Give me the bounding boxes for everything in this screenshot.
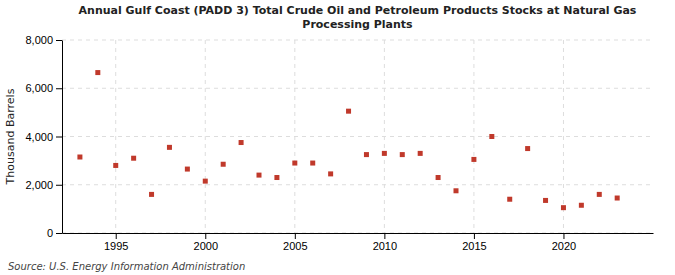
- point: [489, 134, 494, 139]
- point: [167, 145, 172, 150]
- tick-mark: [474, 233, 475, 239]
- point: [149, 192, 154, 197]
- point: [95, 70, 100, 75]
- tick: 4,000: [25, 131, 62, 143]
- grid-line: [384, 40, 385, 233]
- tick: 8,000: [25, 34, 62, 46]
- grid-line: [473, 40, 474, 233]
- point: [382, 151, 387, 156]
- tick-label: 2,000: [25, 179, 53, 191]
- point: [239, 140, 244, 145]
- point: [77, 155, 82, 160]
- point: [113, 163, 118, 168]
- grid-line: [62, 40, 653, 41]
- grid-line: [294, 40, 295, 233]
- plot: 1995 2000 2005 2010 2015 2020 0 2,000 4,000 6,000…: [25, 34, 653, 252]
- point: [579, 203, 584, 208]
- tick-label: 2015: [462, 240, 486, 252]
- axis-line: [63, 233, 654, 234]
- points: [77, 70, 619, 210]
- tick-label: 2000: [194, 240, 218, 252]
- point: [364, 152, 369, 157]
- annotation: Source: U.S. Energy Information Administ…: [8, 261, 245, 272]
- tick: 2020: [552, 233, 576, 252]
- grid-line: [62, 136, 653, 137]
- point: [185, 167, 190, 172]
- point: [543, 198, 548, 203]
- tick: 2010: [373, 233, 397, 252]
- point: [418, 151, 423, 156]
- point: [131, 156, 136, 161]
- point: [561, 205, 566, 210]
- grid-line: [563, 40, 564, 233]
- tick-mark: [205, 233, 206, 239]
- tick-mark: [56, 40, 62, 41]
- tick-label: 1995: [104, 240, 128, 252]
- chart: 1995 2000 2005 2010 2015 2020 0 2,000 4,000 6,000…: [0, 0, 675, 275]
- grid: [62, 40, 653, 233]
- point: [597, 192, 602, 197]
- tick: 2005: [283, 233, 307, 252]
- point: [274, 175, 279, 180]
- tick-mark: [56, 233, 62, 234]
- tick: 2015: [462, 233, 486, 252]
- grid-line: [115, 40, 116, 233]
- y-axis-title: Thousand Barrels: [4, 88, 17, 185]
- tick: 2000: [194, 233, 218, 252]
- grid-line: [205, 40, 206, 233]
- axis-line: [62, 41, 63, 234]
- tick-label: 2005: [283, 240, 307, 252]
- point: [257, 173, 262, 178]
- tick: 0: [47, 227, 62, 239]
- tick-mark: [56, 137, 62, 138]
- tick-mark: [563, 233, 564, 239]
- point: [328, 171, 333, 176]
- point: [346, 109, 351, 114]
- tick-label: 2020: [552, 240, 576, 252]
- tick-mark: [56, 185, 62, 186]
- tick-label: 0: [47, 227, 53, 239]
- grid-line: [62, 184, 653, 185]
- point: [400, 152, 405, 157]
- tick-label: 2010: [373, 240, 397, 252]
- tick-label: 4,000: [25, 131, 53, 143]
- tick-mark: [116, 233, 117, 239]
- point: [471, 157, 476, 162]
- point: [454, 188, 459, 193]
- x-axis: 1995 2000 2005 2010 2015 2020: [63, 233, 654, 252]
- tick-mark: [56, 88, 62, 89]
- tick: 2,000: [25, 179, 62, 191]
- point: [203, 179, 208, 184]
- point: [436, 175, 441, 180]
- point: [615, 196, 620, 201]
- tick: 1995: [104, 233, 128, 252]
- grid-line: [62, 88, 653, 89]
- tick: 6,000: [25, 82, 62, 94]
- title: Annual Gulf Coast (PADD 3) Total Crude O…: [79, 4, 637, 31]
- y-axis: 0 2,000 4,000 6,000 8,000: [25, 34, 62, 239]
- tick-mark: [384, 233, 385, 239]
- tick-label: 8,000: [25, 34, 53, 46]
- tick-label: 6,000: [25, 82, 53, 94]
- point: [507, 197, 512, 202]
- point: [292, 161, 297, 166]
- tick-mark: [295, 233, 296, 239]
- point: [310, 161, 315, 166]
- point: [221, 162, 226, 167]
- point: [525, 146, 530, 151]
